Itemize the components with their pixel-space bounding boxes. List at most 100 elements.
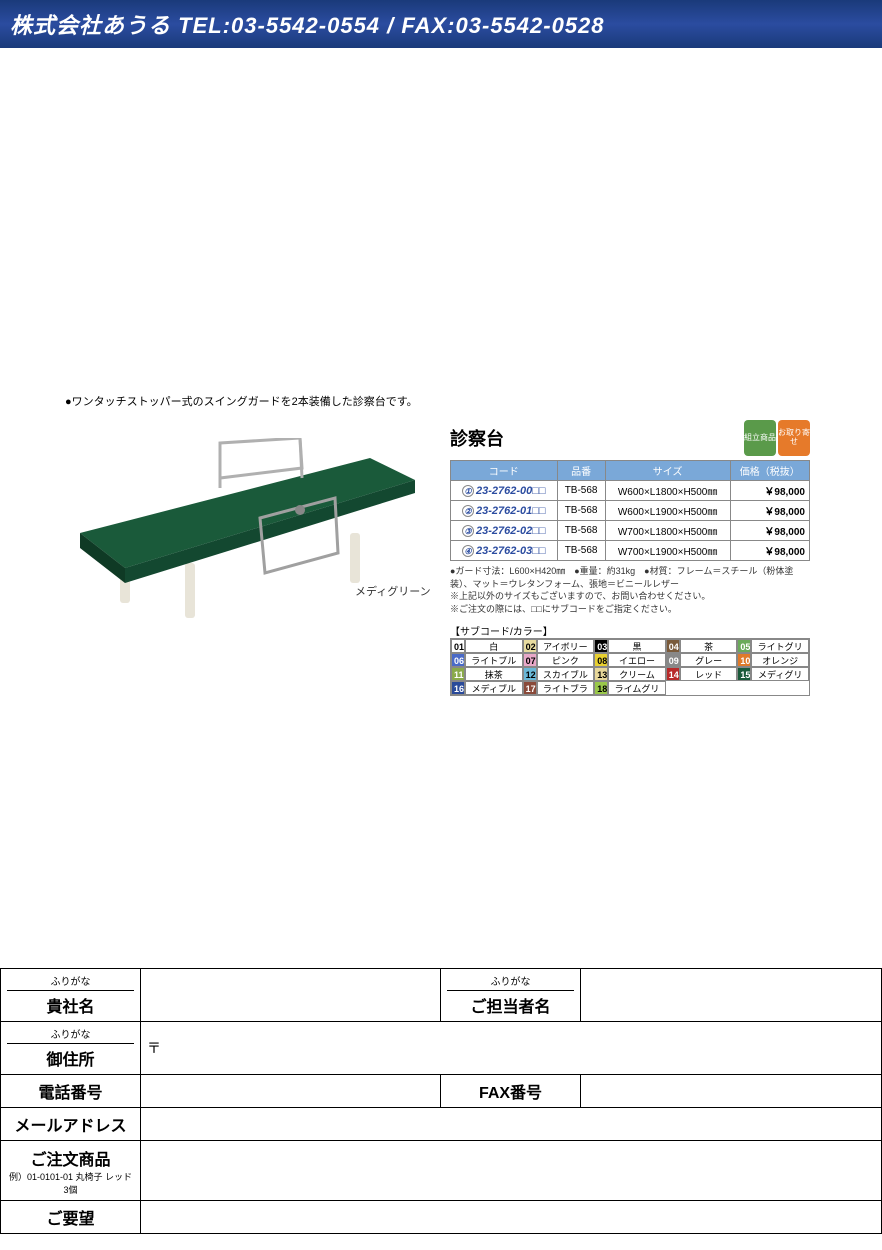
color-code: 18 [594,681,608,695]
note-line: ●ガード寸法：L600×H420㎜ ●重量：約31kg ●材質：フレーム＝スチー… [450,565,810,590]
color-name: メディブルー [465,681,523,695]
spec-block: 診察台 組立商品 お取り寄せ コード 品番 サイズ 価格（税抜） ①23-276… [450,420,810,696]
image-color-label: メディグリーン [355,583,431,599]
color-code: 08 [594,653,608,667]
order-label: ご注文商品 [7,1146,134,1170]
price-cell: ￥98,000 [730,481,809,501]
request-label: ご要望 [1,1201,141,1234]
fax-label: FAX: [401,13,455,38]
color-code: 03 [594,639,608,653]
color-name: ライトブラウン [537,681,595,695]
color-code: 07 [523,653,537,667]
furigana-label: ふりがな [7,1026,134,1044]
th-price: 価格（税抜） [730,461,809,481]
model-cell: TB-568 [557,521,605,541]
size-cell: W600×L1800×H500㎜ [605,481,730,501]
color-grid: 01白02アイボリー03黒04茶05ライトグリーン06ライトブルー07ピンク08… [450,638,810,696]
table-row: ③23-2762-02□□TB-568W700×L1800×H500㎜￥98,0… [451,521,810,541]
color-code: 15 [737,667,751,681]
color-name: 抹茶 [465,667,523,681]
color-name: ピンク [537,653,595,667]
code-cell: ①23-2762-00□□ [451,481,558,501]
color-code: 10 [737,653,751,667]
color-name: ライトグリーン [751,639,809,653]
color-code: 14 [666,667,680,681]
price-cell: ￥98,000 [730,521,809,541]
color-name: 茶 [680,639,738,653]
model-cell: TB-568 [557,481,605,501]
th-code: コード [451,461,558,481]
product-description: ●ワンタッチストッパー式のスイングガードを2本装備した診察台です。 [65,393,418,409]
color-name: 白 [465,639,523,653]
color-code: 09 [666,653,680,667]
contact-input[interactable] [581,969,882,1022]
header-bar: 株式会社あうる TEL:03-5542-0554 / FAX:03-5542-0… [0,0,882,48]
color-code: 01 [451,639,465,653]
size-cell: W700×L1900×H500㎜ [605,541,730,561]
color-code: 13 [594,667,608,681]
tel-number: 03-5542-0554 [231,13,380,38]
note-line: ※上記以外のサイズもございますので、お問い合わせください。 [450,590,810,603]
color-code: 11 [451,667,465,681]
th-size: サイズ [605,461,730,481]
color-name: ライトブルー [465,653,523,667]
color-code: 04 [666,639,680,653]
spec-notes: ●ガード寸法：L600×H420㎜ ●重量：約31kg ●材質：フレーム＝スチー… [450,565,810,615]
color-code: 02 [523,639,537,653]
color-code: 06 [451,653,465,667]
model-cell: TB-568 [557,541,605,561]
email-label: メールアドレス [1,1108,141,1141]
color-name: メディグリーン [751,667,809,681]
phone-input[interactable] [141,1075,441,1108]
separator: / [380,13,401,38]
th-model: 品番 [557,461,605,481]
postal-mark: 〒 [147,1040,161,1056]
color-name: オレンジ [751,653,809,667]
color-name: レッド [680,667,738,681]
table-row: ②23-2762-01□□TB-568W600×L1900×H500㎜￥98,0… [451,501,810,521]
order-form: ふりがな 貴社名 ふりがな ご担当者名 ふりがな 御住所 〒 電話番号 FAX番… [0,968,882,1234]
price-cell: ￥98,000 [730,541,809,561]
badges: 組立商品 お取り寄せ [744,420,810,456]
fax-label: FAX番号 [441,1075,581,1108]
color-code: 12 [523,667,537,681]
size-cell: W600×L1900×H500㎜ [605,501,730,521]
address-label: 御住所 [46,1052,94,1069]
color-name: ライムグリーン [608,681,666,695]
contact-label: ご担当者名 [470,999,550,1016]
size-cell: W700×L1800×H500㎜ [605,521,730,541]
order-input[interactable] [141,1141,882,1201]
content-area: ●ワンタッチストッパー式のスイングガードを2本装備した診察台です。 メディグリー… [0,48,882,968]
phone-label: 電話番号 [1,1075,141,1108]
email-input[interactable] [141,1108,882,1141]
company-label-cell: ふりがな 貴社名 [1,969,141,1022]
company-label: 貴社名 [46,999,94,1016]
order-example: 例）01-0101-01 丸椅子 レッド 3個 [7,1170,134,1196]
fax-input[interactable] [581,1075,882,1108]
contact-label-cell: ふりがな ご担当者名 [441,969,581,1022]
company-name: 株式会社あうる [10,13,171,38]
furigana-label: ふりがな [7,973,134,991]
order-label-cell: ご注文商品 例）01-0101-01 丸椅子 レッド 3個 [1,1141,141,1201]
address-input[interactable]: 〒 [141,1022,882,1075]
table-row: ④23-2762-03□□TB-568W700×L1900×H500㎜￥98,0… [451,541,810,561]
request-input[interactable] [141,1201,882,1234]
color-code: 16 [451,681,465,695]
badge-assembly: 組立商品 [744,420,776,456]
color-name: クリーム [608,667,666,681]
code-cell: ③23-2762-02□□ [451,521,558,541]
color-code: 05 [737,639,751,653]
product-title: 診察台 [450,425,504,451]
badge-order: お取り寄せ [778,420,810,456]
model-cell: TB-568 [557,501,605,521]
table-row: ①23-2762-00□□TB-568W600×L1800×H500㎜￥98,0… [451,481,810,501]
color-name: グレー [680,653,738,667]
tel-label: TEL: [178,13,231,38]
color-name: イエロー [608,653,666,667]
address-label-cell: ふりがな 御住所 [1,1022,141,1075]
color-name: 黒 [608,639,666,653]
spec-table: コード 品番 サイズ 価格（税抜） ①23-2762-00□□TB-568W60… [450,460,810,561]
company-input[interactable] [141,969,441,1022]
code-cell: ②23-2762-01□□ [451,501,558,521]
price-cell: ￥98,000 [730,501,809,521]
